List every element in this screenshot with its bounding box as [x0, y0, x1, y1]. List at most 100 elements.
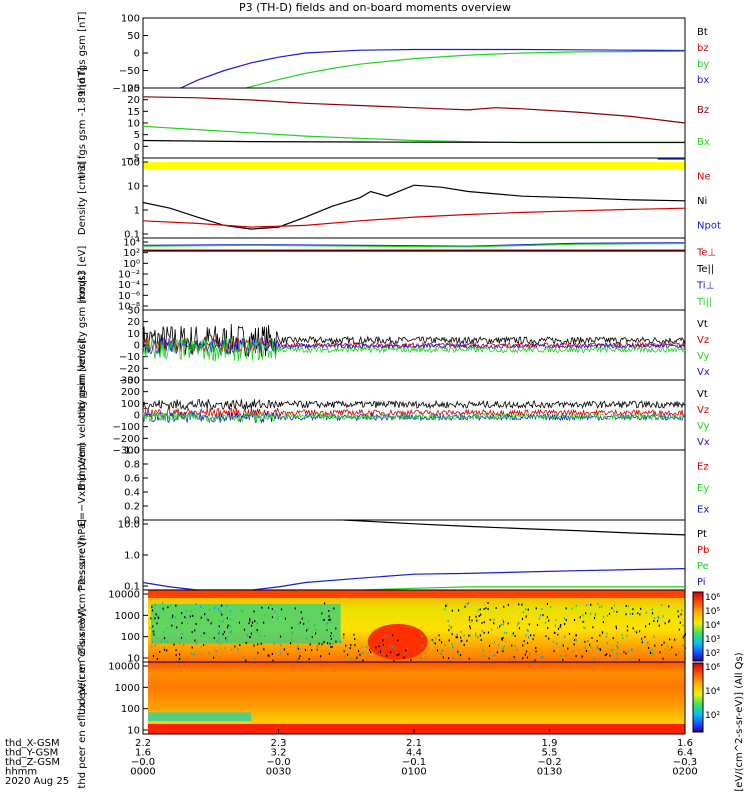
heatmap-speck: [181, 632, 183, 635]
heatmap-speck: [179, 642, 181, 645]
heatmap-speck: [249, 636, 251, 639]
heatmap-speck: [587, 640, 589, 643]
series-line-green: [142, 125, 685, 144]
y-tick-label: 10⁻⁸: [118, 302, 140, 313]
y-tick-label: 10⁻²: [118, 270, 140, 281]
heatmap-speck: [615, 627, 618, 630]
colorbar-tick: 10²: [705, 711, 720, 721]
x-row-label: thd_Z-GSM: [5, 757, 60, 768]
heatmap-speck: [565, 607, 567, 610]
heatmap-speck: [463, 643, 465, 646]
heatmap-patch: [143, 712, 252, 722]
heatmap-speck: [212, 656, 215, 659]
heatmap-speck: [644, 636, 646, 639]
x-tick-label: 0100: [401, 767, 426, 778]
heatmap-speck: [322, 619, 324, 622]
heatmap-speck: [502, 647, 504, 650]
heatmap-speck: [211, 621, 213, 624]
y-tick-label: 10: [127, 119, 140, 130]
legend-entry: Te⊥: [696, 247, 716, 258]
legend-entry: Vx: [697, 367, 710, 378]
heatmap-speck: [651, 612, 654, 615]
legend-entry: Npot: [697, 221, 721, 232]
heatmap-speck: [223, 631, 226, 634]
heatmap-speck: [562, 644, 564, 647]
heatmap-speck: [243, 628, 246, 631]
heatmap-speck: [239, 644, 241, 647]
heatmap-speck: [226, 639, 228, 642]
heatmap-speck: [663, 641, 665, 644]
heatmap-speck: [421, 644, 423, 647]
heatmap-speck: [370, 650, 372, 653]
heatmap-speck: [355, 658, 357, 661]
heatmap-speck: [606, 632, 608, 635]
legend-entry: Bz: [697, 105, 709, 116]
heatmap-speck: [221, 613, 223, 616]
heatmap-speck: [477, 609, 479, 612]
heatmap-speck: [513, 659, 515, 662]
heatmap-speck: [222, 620, 224, 623]
heatmap-speck: [608, 612, 611, 615]
heatmap-speck: [493, 618, 495, 621]
heatmap-speck: [591, 636, 593, 639]
y-tick-label: 20: [127, 317, 140, 328]
heatmap-speck: [326, 642, 329, 645]
heatmap-speck: [645, 611, 647, 614]
heatmap-speck: [562, 658, 564, 661]
heatmap-speck: [298, 623, 300, 626]
heatmap-speck: [248, 622, 250, 625]
heatmap-speck: [661, 643, 663, 646]
heatmap-speck: [220, 605, 222, 608]
heatmap-speck: [328, 643, 331, 646]
legend-entry: Vt: [697, 319, 708, 330]
heatmap-speck: [563, 617, 566, 620]
x-tick-label: 0030: [266, 767, 291, 778]
heatmap-speck: [295, 658, 298, 661]
heatmap-speck: [681, 609, 683, 612]
heatmap-speck: [524, 653, 526, 656]
heatmap-speck: [221, 620, 224, 623]
heatmap-speck: [639, 613, 641, 616]
heatmap-speck: [502, 650, 504, 653]
heatmap-speck: [167, 606, 169, 609]
heatmap-speck: [165, 627, 168, 630]
heatmap-speck: [221, 604, 223, 607]
heatmap-speck: [330, 646, 332, 649]
heatmap-speck: [511, 633, 513, 636]
heatmap-speck: [521, 602, 524, 605]
heatmap-speck: [323, 602, 326, 605]
heatmap-speck: [251, 621, 254, 624]
heatmap-speck: [593, 657, 595, 660]
heatmap-speck: [553, 649, 555, 652]
heatmap-speck: [657, 615, 659, 618]
heatmap-speck: [459, 640, 462, 643]
heatmap-speck: [586, 604, 588, 607]
heatmap-speck: [350, 644, 352, 647]
heatmap-speck: [497, 626, 499, 629]
heatmap-speck: [653, 620, 655, 623]
heatmap-speck: [335, 627, 337, 630]
heatmap-speck: [513, 656, 515, 659]
heatmap-speck: [678, 628, 680, 631]
heatmap-speck: [230, 648, 233, 651]
heatmap-speck: [616, 652, 618, 655]
heatmap-speck: [343, 636, 345, 639]
heatmap-speck: [297, 647, 299, 650]
heatmap-speck: [431, 638, 433, 641]
legend-entry: by: [697, 59, 709, 70]
heatmap-speck: [287, 653, 289, 656]
heatmap-speck: [585, 612, 587, 615]
heatmap-speck: [393, 659, 395, 662]
colorbar-tick: 10⁶: [705, 593, 720, 603]
legend-entry: Ti||: [696, 297, 712, 308]
heatmap-speck: [483, 608, 485, 611]
heatmap-speck: [518, 622, 520, 625]
legend-entry: Vt: [697, 389, 708, 400]
heatmap-speck: [521, 617, 524, 620]
colorbar-tick: 10⁴: [705, 621, 720, 631]
heatmap-speck: [152, 654, 155, 657]
y-tick-label: 0.8: [124, 460, 140, 471]
heatmap-speck: [175, 604, 177, 607]
heatmap-speck: [606, 653, 608, 656]
series-line-blue: [180, 48, 686, 89]
